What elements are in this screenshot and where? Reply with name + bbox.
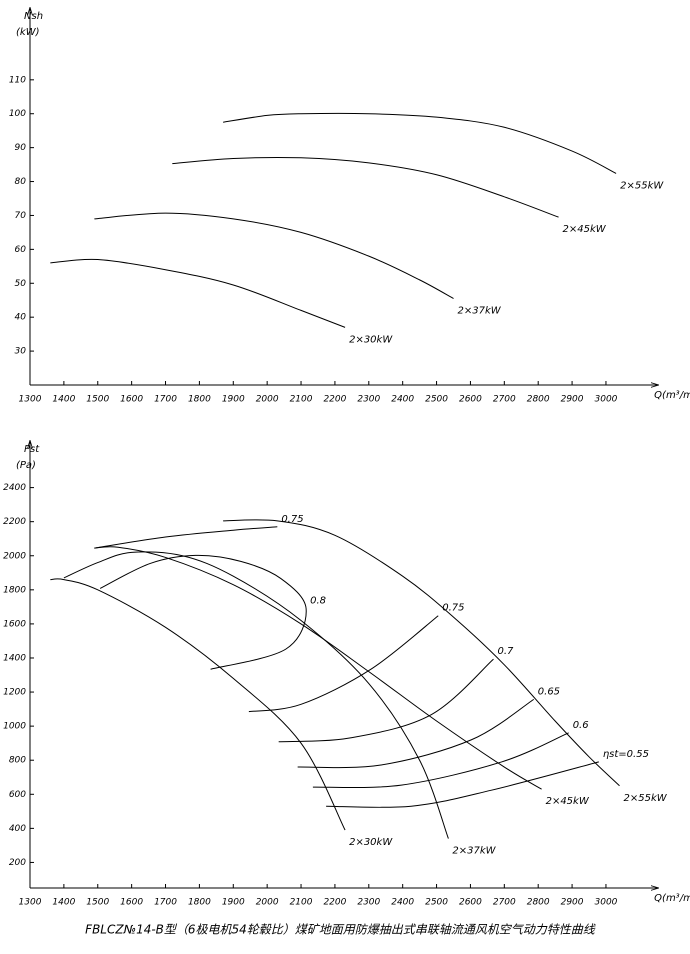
series-label: 2×37kW (452, 846, 496, 857)
power-curve (50, 578, 346, 831)
y-tick-label: 1600 (3, 619, 26, 629)
x-tick-label: 2200 (323, 898, 346, 908)
series-label: 2×45kW (563, 224, 607, 235)
y-tick-label: 600 (9, 790, 26, 800)
efficiency-label: 0.6 (573, 720, 589, 731)
x-axis-label: Q(m³/min) (654, 390, 690, 401)
y-tick-label: 40 (15, 313, 27, 323)
power-curve (63, 551, 449, 839)
x-tick-label: 2000 (256, 395, 279, 405)
efficiency-curve (312, 732, 569, 789)
x-tick-label: 2500 (425, 395, 448, 405)
x-tick-label: 1800 (188, 395, 211, 405)
x-tick-label: 3000 (595, 395, 618, 405)
power-curve (172, 156, 559, 218)
x-tick-label: 2700 (493, 395, 516, 405)
efficiency-curve (94, 526, 278, 549)
x-tick-label: 1300 (19, 898, 42, 908)
x-tick-label: 2100 (290, 395, 313, 405)
efficiency-label: 0.75 (281, 514, 303, 525)
y-tick-label: 1400 (3, 653, 26, 663)
power-curve (94, 546, 542, 790)
x-tick-label: 2600 (459, 898, 482, 908)
x-tick-label: 2300 (357, 898, 380, 908)
series-label: 2×30kW (349, 334, 393, 345)
x-tick-label: 1600 (120, 898, 143, 908)
y-tick-label: 1000 (3, 722, 26, 732)
x-tick-label: 2400 (391, 395, 414, 405)
x-tick-label: 1800 (188, 898, 211, 908)
y-tick-label: 1200 (3, 688, 26, 698)
power-curve (50, 258, 346, 328)
power-curve (223, 112, 617, 174)
x-tick-label: 2200 (323, 395, 346, 405)
y-tick-label: 2000 (3, 551, 26, 561)
x-tick-label: 2600 (459, 395, 482, 405)
y-axis-label: Nsh (24, 11, 43, 22)
caption: FBLCZ№14-B型（6极电机54轮毂比）煤矿地面用防爆抽出式串联轴流通风机空… (85, 923, 596, 937)
x-tick-label: 1500 (86, 898, 109, 908)
efficiency-label: 0.75 (442, 603, 464, 614)
efficiency-curve (248, 615, 439, 713)
y-tick-label: 60 (15, 245, 27, 255)
x-tick-label: 2400 (391, 898, 414, 908)
x-tick-label: 1500 (86, 395, 109, 405)
x-tick-label: 1400 (52, 898, 75, 908)
x-tick-label: 3000 (595, 898, 618, 908)
y-tick-label: 50 (15, 279, 27, 289)
x-tick-label: 1900 (222, 898, 245, 908)
x-tick-label: 2000 (256, 898, 279, 908)
x-tick-label: 2700 (493, 898, 516, 908)
y-tick-label: 200 (9, 858, 26, 868)
series-label: 2×55kW (624, 793, 668, 804)
y-tick-label: 2200 (3, 517, 26, 527)
series-label: 2×45kW (546, 796, 590, 807)
series-label: 2×55kW (620, 180, 664, 191)
efficiency-label: ηst=0.55 (603, 749, 649, 760)
efficiency-curve (326, 761, 599, 808)
efficiency-label: 0.65 (538, 686, 560, 697)
x-tick-label: 1700 (154, 898, 177, 908)
x-tick-label: 1900 (222, 395, 245, 405)
y-tick-label: 110 (9, 75, 26, 85)
x-tick-label: 1300 (19, 395, 42, 405)
efficiency-curve (297, 698, 535, 769)
x-tick-label: 1600 (120, 395, 143, 405)
y-tick-label: 70 (15, 211, 27, 221)
power-curve (223, 519, 620, 787)
x-tick-label: 2800 (527, 898, 550, 908)
y-tick-label: 1800 (3, 585, 26, 595)
y-tick-label: 30 (15, 347, 27, 357)
series-label: 2×30kW (349, 837, 393, 848)
x-axis-label: Q(m³/min) (654, 893, 690, 904)
y-tick-label: 100 (9, 109, 26, 119)
x-tick-label: 2500 (425, 898, 448, 908)
efficiency-label: 0.7 (497, 646, 514, 657)
efficiency-label: 0.8 (310, 596, 326, 607)
y-tick-label: 800 (9, 756, 26, 766)
x-tick-label: 2800 (527, 395, 550, 405)
y-tick-label: 90 (15, 143, 27, 153)
x-tick-label: 2300 (357, 395, 380, 405)
x-tick-label: 2100 (290, 898, 313, 908)
power-curve (94, 212, 454, 299)
x-tick-label: 1700 (154, 395, 177, 405)
efficiency-curve (99, 554, 307, 670)
efficiency-curve (278, 658, 494, 743)
y-axis-unit: (kW) (16, 27, 39, 38)
y-tick-label: 80 (15, 177, 27, 187)
x-tick-label: 2900 (561, 395, 584, 405)
y-tick-label: 2400 (3, 483, 26, 493)
x-tick-label: 2900 (561, 898, 584, 908)
series-label: 2×37kW (457, 306, 501, 317)
x-tick-label: 1400 (52, 395, 75, 405)
y-axis-unit: (Pa) (16, 460, 36, 471)
y-axis-label: Pst (24, 444, 40, 455)
y-tick-label: 400 (9, 824, 26, 834)
